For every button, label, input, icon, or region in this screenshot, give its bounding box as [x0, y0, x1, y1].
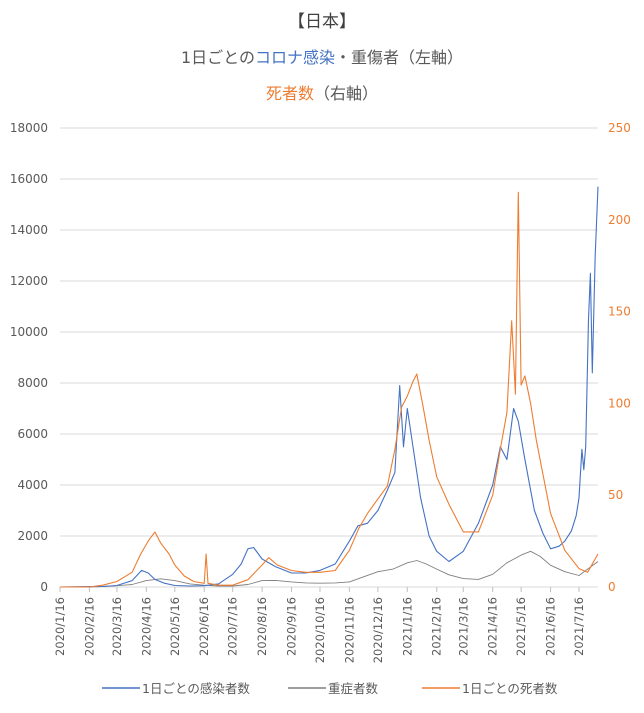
legend-label: 重症者数 — [328, 681, 379, 696]
legend: 1日ごとの感染者数 重症者数 1日ごとの死者数 — [102, 681, 558, 696]
title-line3-highlight: 死者数 — [266, 84, 314, 103]
left-tick-label: 2000 — [17, 529, 48, 543]
series-line-2 — [60, 191, 599, 588]
series-line-0 — [59, 186, 599, 588]
x-tick-label: 2021/1/16 — [400, 597, 414, 656]
chart-title-line2: 1日ごとのコロナ感染・重傷者（左軸） — [181, 48, 463, 67]
x-tick-label: 2021/3/16 — [456, 597, 470, 656]
left-tick-label: 12000 — [10, 274, 48, 288]
right-axis-tick-labels: 0 50 100 150 200 250 — [608, 121, 631, 594]
left-tick-label: 8000 — [17, 376, 48, 390]
title-line2-prefix: 1日ごとの — [181, 48, 255, 67]
left-tick-label: 10000 — [10, 325, 48, 339]
series-line-1 — [59, 550, 599, 588]
right-tick-label: 150 — [608, 305, 631, 319]
left-tick-label: 4000 — [17, 478, 48, 492]
x-tick-label: 2020/1/16 — [53, 597, 67, 656]
series-lines — [59, 186, 599, 588]
title-line2-highlight: コロナ感染 — [255, 48, 335, 67]
left-tick-label: 6000 — [17, 427, 48, 441]
x-tick-label: 2020/4/16 — [139, 597, 153, 656]
left-tick-label: 14000 — [10, 223, 48, 237]
x-tick-label: 2020/11/16 — [342, 597, 356, 663]
left-tick-label: 0 — [40, 580, 48, 594]
x-tick-label: 2020/9/16 — [285, 597, 299, 656]
gridlines — [60, 127, 598, 588]
title-line3-suffix: （右軸） — [314, 84, 378, 103]
left-axis-tick-labels: 0 2000 4000 6000 8000 10000 12000 14000 16000 180… — [10, 121, 48, 594]
x-tick-label: 2021/4/16 — [486, 597, 500, 656]
x-tick-label: 2020/7/16 — [226, 597, 240, 656]
x-tick-label: 2021/7/16 — [572, 597, 586, 656]
x-tick-label: 2020/3/16 — [110, 597, 124, 656]
right-tick-label: 200 — [608, 213, 631, 227]
x-tick-label: 2020/6/16 — [197, 597, 211, 656]
x-tick-label: 2020/10/16 — [313, 597, 327, 663]
x-tick-label: 2020/8/16 — [255, 597, 269, 656]
title-line2-suffix: ・重傷者（左軸） — [335, 48, 463, 67]
right-tick-label: 250 — [608, 121, 631, 135]
x-tick-label: 2020/2/16 — [82, 597, 96, 656]
left-tick-label: 18000 — [10, 121, 48, 135]
chart-title-line3: 死者数（右軸） — [266, 84, 378, 103]
left-tick-label: 16000 — [10, 172, 48, 186]
chart-title-line1: 【日本】 — [288, 12, 356, 32]
right-tick-label: 50 — [608, 488, 623, 502]
x-axis-tick-labels: 2020/1/16 2020/2/16 2020/3/16 2020/4/16 2020… — [53, 587, 586, 663]
legend-label: 1日ごとの感染者数 — [142, 681, 250, 696]
legend-label: 1日ごとの死者数 — [462, 681, 558, 696]
x-tick-label: 2021/2/16 — [430, 597, 444, 656]
x-tick-label: 2021/5/16 — [514, 597, 528, 656]
x-tick-label: 2020/12/16 — [371, 597, 385, 663]
right-tick-label: 100 — [608, 396, 631, 410]
x-tick-label: 2021/6/16 — [544, 597, 558, 656]
x-tick-label: 2020/5/16 — [168, 597, 182, 656]
right-tick-label: 0 — [608, 580, 616, 594]
